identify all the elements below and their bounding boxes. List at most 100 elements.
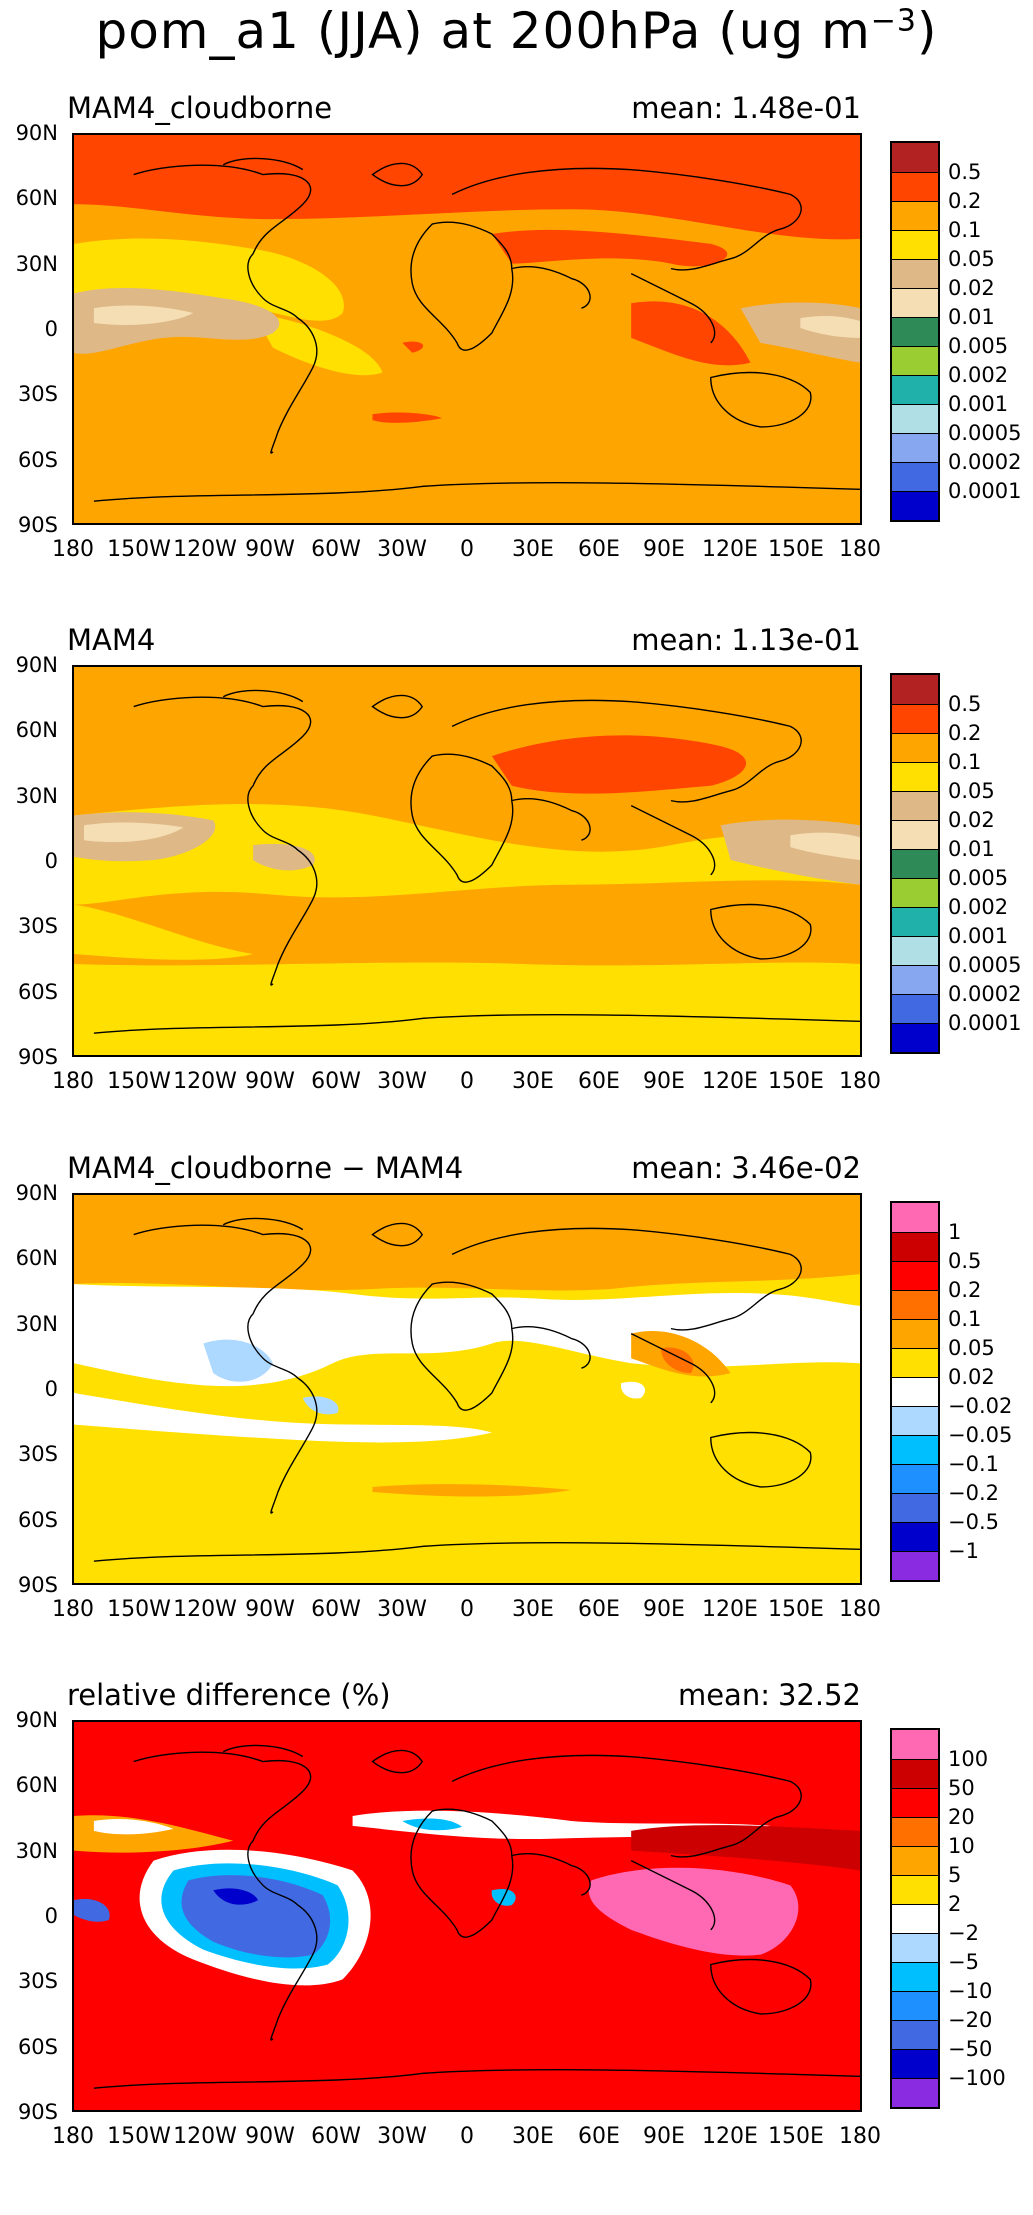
colorbar-swatch — [892, 259, 938, 288]
lon-label-90e: 90E — [643, 1069, 685, 1094]
lon-label-90w: 90W — [245, 1069, 295, 1094]
panel-mean: mean: 32.52 — [677, 1678, 861, 1712]
colorbar-swatch — [892, 1846, 938, 1875]
lon-label-150w: 150W — [107, 2124, 171, 2149]
colorbar-swatch — [892, 143, 938, 172]
colorbar-label: −0.2 — [948, 1481, 999, 1505]
panel-difference: MAM4_cloudborne − MAM4 mean: 3.46e-02 — [0, 1151, 1033, 1688]
colorbar-swatch — [892, 1203, 938, 1232]
lat-label-90n: 90N — [15, 653, 58, 677]
colorbar-swatch — [892, 1464, 938, 1493]
colorbar-swatch — [892, 317, 938, 346]
panel-mam4: MAM4 mean: 1.13e-01 — [0, 623, 1033, 1160]
panel-relative-difference: relative difference (%) mean: 32.52 — [0, 1678, 1033, 2215]
colorbar-swatch — [892, 849, 938, 878]
lat-label-30s: 30S — [17, 1969, 58, 1993]
colorbar-label: 0.5 — [948, 160, 982, 184]
lat-label-30s: 30S — [17, 1442, 58, 1466]
colorbar-swatch — [892, 346, 938, 375]
colorbar-label: 10 — [948, 1834, 975, 1858]
colorbar-swatch — [892, 1991, 938, 2020]
colorbar-label: −50 — [948, 2037, 993, 2061]
lon-label-60e: 60E — [578, 1597, 620, 1622]
lat-label-30n: 30N — [15, 1312, 58, 1336]
colorbar-label: 0.5 — [948, 692, 982, 716]
lon-label-150w: 150W — [107, 1597, 171, 1622]
panel-title: relative difference (%) — [67, 1678, 391, 1712]
colorbar-label: 0.002 — [948, 363, 1009, 387]
colorbar-swatch — [892, 1759, 938, 1788]
lon-label-0: 0 — [460, 1597, 474, 1622]
colorbar-swatch — [892, 878, 938, 907]
colorbar-label: 0.0005 — [948, 421, 1022, 445]
colorbar-label: 0.002 — [948, 895, 1009, 919]
lon-label-60e: 60E — [578, 1069, 620, 1094]
colorbar-label: −10 — [948, 1979, 993, 2003]
colorbar-swatch — [892, 2020, 938, 2049]
lat-label-90n: 90N — [15, 1708, 58, 1732]
lon-label-180w: 180 — [52, 1597, 94, 1622]
lat-label-60n: 60N — [15, 1246, 58, 1270]
coastline-icon — [93, 1217, 860, 1562]
colorbar-label: 0.02 — [948, 1365, 995, 1389]
lat-label-60n: 60N — [15, 718, 58, 742]
panel-mean: mean: 1.48e-01 — [631, 91, 861, 125]
lon-label-150e: 150E — [768, 1069, 824, 1094]
colorbar-label: 0.0002 — [948, 982, 1022, 1006]
panel-title: MAM4_cloudborne — [67, 91, 333, 125]
colorbar-swatch — [892, 820, 938, 849]
colorbar-label: −0.1 — [948, 1452, 999, 1476]
colorbar-swatch — [892, 491, 938, 520]
lat-label-60s: 60S — [17, 448, 58, 472]
panel-title: MAM4_cloudborne − MAM4 — [67, 1151, 464, 1185]
colorbar-label: 0.1 — [948, 750, 982, 774]
lon-label-90e: 90E — [643, 1597, 685, 1622]
lat-label-90n: 90N — [15, 121, 58, 145]
colorbar-swatch — [892, 2049, 938, 2078]
colorbar-swatch — [892, 433, 938, 462]
lon-label-30e: 30E — [512, 1069, 554, 1094]
colorbar-swatch — [892, 1348, 938, 1377]
lon-label-180e: 180 — [839, 2124, 881, 2149]
lon-label-120e: 120E — [702, 2124, 758, 2149]
colorbar-swatch — [892, 1962, 938, 1991]
lon-label-90w: 90W — [245, 2124, 295, 2149]
colorbar-swatch — [892, 1730, 938, 1759]
coastline-icon — [93, 1744, 860, 2089]
panel-cloudborne: MAM4_cloudborne mean: 1.48e-01 — [0, 91, 1033, 628]
lon-label-120e: 120E — [702, 1069, 758, 1094]
lat-label-90s: 90S — [17, 1045, 58, 1069]
lat-label-30s: 30S — [17, 914, 58, 938]
colorbar-label: 0.05 — [948, 1336, 995, 1360]
colorbar-label: −0.5 — [948, 1510, 999, 1534]
panel-mean: mean: 1.13e-01 — [631, 623, 861, 657]
colorbar-swatch — [892, 1023, 938, 1052]
colorbar-label: 5 — [948, 1863, 962, 1887]
lon-label-150w: 150W — [107, 537, 171, 562]
lat-label-90s: 90S — [17, 2100, 58, 2124]
colorbar-label: 0.0001 — [948, 479, 1022, 503]
lon-label-120w: 120W — [173, 2124, 237, 2149]
colorbar-swatch — [892, 1377, 938, 1406]
colorbar-label: 0.0002 — [948, 450, 1022, 474]
colorbar-label: 50 — [948, 1776, 975, 1800]
colorbar-swatch — [892, 994, 938, 1023]
colorbar-swatch — [892, 965, 938, 994]
colorbar-label: 0.01 — [948, 837, 995, 861]
colorbar-swatch — [892, 1493, 938, 1522]
colorbar-label: 0.02 — [948, 808, 995, 832]
lon-label-90w: 90W — [245, 537, 295, 562]
lon-label-60w: 60W — [311, 2124, 361, 2149]
coastline-icon — [93, 689, 860, 1034]
colorbar-label: 0.1 — [948, 1307, 982, 1331]
figure-title: pom_a1 (JJA) at 200hPa (ug m−3) — [95, 2, 938, 60]
map-plot — [72, 1720, 862, 2112]
colorbar-label: −2 — [948, 1921, 979, 1945]
lon-label-30w: 30W — [377, 2124, 427, 2149]
lon-label-150w: 150W — [107, 1069, 171, 1094]
colorbar-swatch — [892, 1817, 938, 1846]
colorbar-label: −0.05 — [948, 1423, 1013, 1447]
colorbar-swatch — [892, 1261, 938, 1290]
lon-label-0: 0 — [460, 2124, 474, 2149]
lat-label-60n: 60N — [15, 1773, 58, 1797]
